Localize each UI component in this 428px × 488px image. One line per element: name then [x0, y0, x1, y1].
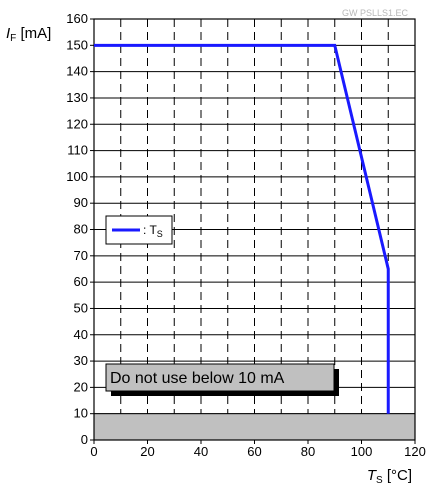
- y-tick-label: 60: [74, 274, 88, 289]
- annotation-box-fill: [105, 363, 335, 392]
- y-tick-label: 110: [67, 143, 88, 158]
- y-tick-label: 70: [74, 248, 88, 263]
- watermark: GW PSLLS1.EC: [342, 8, 409, 18]
- x-tick-label: 120: [404, 444, 426, 459]
- y-tick-label: 130: [66, 90, 88, 105]
- legend: : TS: [105, 215, 173, 245]
- legend-label: : TS: [143, 223, 163, 239]
- shaded-region: [93, 413, 416, 441]
- x-tick-label: 80: [301, 444, 315, 459]
- x-tick-label: 100: [351, 444, 373, 459]
- x-axis-label: TS [°C]: [367, 467, 412, 486]
- y-tick-label: 40: [74, 327, 88, 342]
- y-tick-label: 100: [66, 169, 88, 184]
- annotation-text: Do not use below 10 mA: [110, 370, 285, 387]
- y-tick-label: 160: [66, 11, 88, 26]
- x-tick-label: 40: [194, 444, 208, 459]
- x-tick-label: 20: [140, 444, 154, 459]
- x-axis-ticks: 0 20 40 60 80 100 120: [90, 440, 426, 459]
- y-tick-label: 0: [81, 432, 88, 447]
- y-tick-label: 90: [74, 195, 88, 210]
- y-axis-ticks: 0 10 20 30 40 50 60 70 80 90 100 110 120 130 140 150 160: [66, 11, 94, 447]
- y-tick-label: 140: [66, 64, 88, 79]
- x-tick-label: 0: [90, 444, 97, 459]
- y-tick-label: 20: [74, 379, 88, 394]
- y-tick-label: 50: [74, 300, 88, 315]
- y-tick-label: 80: [74, 222, 88, 237]
- y-tick-label: 30: [74, 353, 88, 368]
- y-axis-label: IF [mA]: [6, 25, 51, 44]
- forbidden-region: [93, 413, 416, 441]
- x-tick-label: 60: [247, 444, 261, 459]
- annotation-box: Do not use below 10 mA: [105, 363, 339, 396]
- y-tick-label: 10: [74, 406, 88, 421]
- y-tick-label: 120: [66, 116, 88, 131]
- series-line-ts: [94, 43, 390, 414]
- series-layer: [94, 43, 390, 414]
- y-tick-label: 150: [66, 37, 88, 52]
